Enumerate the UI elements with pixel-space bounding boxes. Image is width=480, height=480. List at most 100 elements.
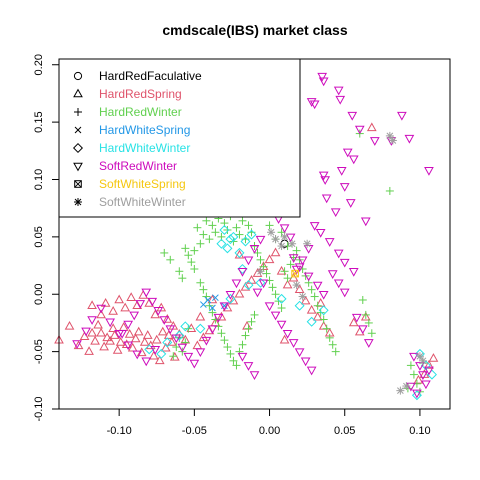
data-point xyxy=(318,171,329,181)
data-point xyxy=(121,339,132,349)
data-point xyxy=(413,374,424,384)
data-point xyxy=(231,279,242,289)
data-point xyxy=(81,327,91,337)
data-point xyxy=(409,352,419,362)
data-point xyxy=(157,326,168,336)
legend-label: SoftWhiteWinter xyxy=(99,195,186,209)
data-point xyxy=(419,369,430,378)
data-point xyxy=(321,194,332,204)
data-point xyxy=(193,223,202,232)
data-point xyxy=(351,313,362,323)
data-point xyxy=(249,371,260,381)
legend-label: HardRedSpring xyxy=(99,87,182,101)
data-point xyxy=(183,352,194,362)
data-point xyxy=(307,285,316,294)
data-point xyxy=(235,230,244,239)
legend-item: HardRedFaculative xyxy=(73,69,202,83)
data-point xyxy=(238,340,247,349)
data-point xyxy=(418,371,428,381)
data-point xyxy=(225,234,236,245)
data-point xyxy=(222,243,233,254)
data-point xyxy=(256,267,265,276)
data-point xyxy=(202,216,211,225)
data-point xyxy=(276,320,287,330)
data-point xyxy=(280,267,289,276)
data-point xyxy=(385,131,394,140)
data-point xyxy=(108,306,118,315)
data-point xyxy=(366,122,377,132)
x-tick-label: 0.05 xyxy=(334,425,355,437)
data-point xyxy=(160,248,169,257)
data-point xyxy=(318,77,329,87)
data-point xyxy=(163,330,174,339)
data-point xyxy=(165,325,176,335)
data-point xyxy=(87,300,97,310)
data-point xyxy=(264,302,275,312)
data-point xyxy=(79,331,90,341)
data-point xyxy=(246,229,257,240)
data-point xyxy=(73,340,84,350)
data-point xyxy=(243,362,254,371)
data-point xyxy=(312,281,323,291)
y-tick-label: -0.10 xyxy=(33,396,45,421)
data-point xyxy=(292,281,301,290)
data-point xyxy=(415,362,425,371)
data-point xyxy=(288,339,299,348)
data-point xyxy=(102,332,112,342)
data-point xyxy=(229,356,238,365)
data-point xyxy=(418,356,427,365)
data-point xyxy=(150,346,161,355)
data-point xyxy=(288,239,297,248)
y-tick-label: 0.05 xyxy=(33,226,45,247)
data-point xyxy=(130,333,141,343)
data-point xyxy=(162,314,173,323)
data-point xyxy=(421,380,431,390)
data-point xyxy=(335,95,346,105)
data-point xyxy=(264,254,275,264)
data-point xyxy=(195,323,206,334)
data-point xyxy=(84,346,94,355)
data-point xyxy=(294,348,305,358)
legend-symbol xyxy=(74,126,82,134)
data-point xyxy=(100,297,111,307)
data-point xyxy=(271,235,280,244)
legend: HardRedFaculative HardRedSpring HardRedWin… xyxy=(58,58,301,218)
legend-label: HardWhiteSpring xyxy=(99,123,190,137)
legend-label: HardWhiteWinter xyxy=(99,141,190,155)
y-tick-label: 0.00 xyxy=(33,284,45,305)
data-point xyxy=(406,361,415,370)
legend-box xyxy=(58,58,301,218)
data-point xyxy=(291,269,299,278)
data-point xyxy=(279,334,290,344)
data-point xyxy=(237,352,248,362)
data-point xyxy=(180,321,191,332)
data-point xyxy=(303,239,312,248)
data-point xyxy=(406,382,416,392)
data-point xyxy=(187,258,196,267)
data-point xyxy=(369,137,380,146)
legend-item: HardRedWinter xyxy=(74,105,182,119)
data-point xyxy=(319,315,328,324)
data-point xyxy=(363,339,374,348)
data-point xyxy=(199,230,208,239)
data-point xyxy=(243,256,254,266)
data-point xyxy=(243,280,254,291)
data-point xyxy=(277,242,286,251)
data-point xyxy=(354,125,365,135)
data-point xyxy=(297,256,308,266)
data-point xyxy=(234,247,245,258)
data-point xyxy=(306,316,317,327)
data-point xyxy=(249,245,260,254)
data-point xyxy=(209,304,216,312)
data-point xyxy=(181,244,190,253)
data-point xyxy=(141,288,152,298)
x-tick-label: 0.00 xyxy=(259,425,280,437)
points-layer xyxy=(54,72,439,401)
data-point xyxy=(223,225,232,234)
data-point xyxy=(204,325,215,335)
data-point xyxy=(292,246,301,255)
data-point xyxy=(270,247,281,257)
legend-symbol xyxy=(72,142,84,154)
data-point xyxy=(72,340,82,350)
data-point xyxy=(207,325,218,335)
